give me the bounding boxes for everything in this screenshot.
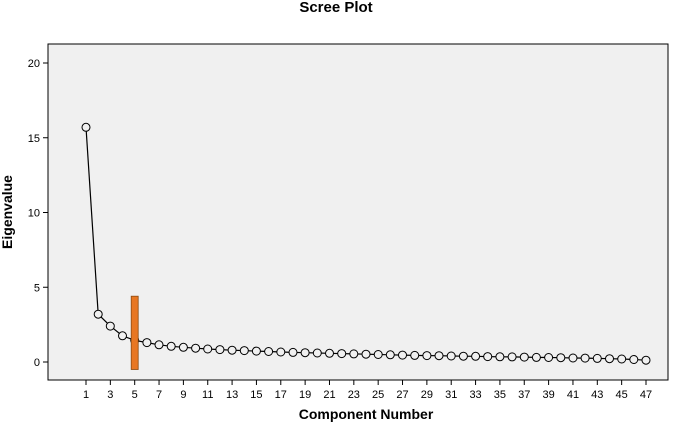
data-point-marker	[81, 122, 91, 132]
data-point-marker	[203, 344, 213, 354]
data-point-marker	[276, 347, 286, 357]
data-point-marker	[166, 341, 176, 351]
data-point-marker	[446, 351, 456, 361]
y-tick-label: 15	[28, 133, 40, 145]
x-tick-label: 19	[299, 389, 311, 401]
chart-title: Scree Plot	[299, 0, 372, 16]
data-point-marker	[93, 309, 103, 319]
x-tick-label: 27	[396, 389, 408, 401]
y-axis-label: Eigenvalue	[0, 175, 15, 249]
data-point-marker	[300, 348, 310, 358]
y-axis-ticks: 0 5 10 15 20	[28, 58, 48, 369]
data-point-marker	[239, 346, 249, 356]
data-point-marker	[605, 354, 614, 364]
data-point-marker	[118, 331, 127, 341]
data-point-marker	[349, 349, 359, 359]
data-point-marker	[422, 351, 432, 361]
data-point-marker	[154, 340, 164, 350]
data-point-marker	[288, 347, 298, 357]
x-axis-ticks: 1 3 5 7 9 11 13 15 17 19 21 23 25 27 29 31 33 35 37 39 41 43 4…	[83, 380, 652, 401]
x-tick-label: 1	[83, 389, 89, 401]
x-tick-label: 13	[226, 389, 238, 401]
x-tick-label: 41	[567, 389, 579, 401]
component-5-highlight-bar	[130, 295, 139, 370]
y-tick-label: 20	[28, 58, 40, 70]
x-tick-label: 7	[156, 389, 162, 401]
data-point-marker	[105, 321, 115, 331]
x-tick-label: 31	[445, 389, 457, 401]
x-tick-label: 17	[275, 389, 287, 401]
data-point-marker	[556, 353, 566, 363]
data-point-marker	[471, 351, 481, 361]
data-point-marker	[495, 352, 505, 362]
data-point-marker	[325, 348, 334, 358]
data-point-marker	[580, 353, 590, 363]
x-tick-label: 33	[469, 389, 481, 401]
x-tick-label: 29	[421, 389, 433, 401]
data-point-marker	[227, 345, 237, 355]
data-point-marker	[178, 342, 188, 352]
data-point-marker	[629, 355, 639, 364]
x-tick-label: 9	[180, 389, 186, 401]
data-point-marker	[312, 348, 322, 358]
plot-area	[47, 43, 669, 381]
x-tick-label: 15	[250, 389, 262, 401]
data-point-marker	[641, 355, 651, 365]
data-point-marker	[398, 350, 407, 360]
data-point-marker	[592, 353, 602, 363]
data-point-marker	[251, 346, 261, 356]
x-tick-label: 39	[542, 389, 554, 401]
data-point-marker	[337, 349, 347, 359]
data-point-marker	[142, 338, 152, 348]
data-point-marker	[191, 343, 201, 353]
data-point-marker	[531, 352, 541, 362]
data-point-marker	[373, 350, 383, 359]
data-point-marker	[361, 349, 371, 359]
data-point-marker	[434, 351, 444, 361]
x-tick-label: 47	[640, 389, 652, 401]
x-tick-label: 43	[591, 389, 603, 401]
data-point-marker	[519, 352, 529, 362]
x-axis-label: Component Number	[299, 406, 434, 422]
x-tick-label: 45	[616, 389, 628, 401]
data-point-marker	[458, 351, 468, 361]
x-tick-label: 3	[107, 389, 113, 401]
x-tick-label: 23	[348, 389, 360, 401]
data-point-marker	[410, 350, 420, 360]
data-point-marker	[568, 353, 578, 363]
x-tick-label: 25	[372, 389, 384, 401]
x-tick-label: 35	[494, 389, 506, 401]
series-eigenvalues	[81, 122, 651, 365]
x-tick-label: 11	[202, 389, 213, 401]
x-tick-label: 37	[518, 389, 530, 401]
data-point-marker	[264, 347, 274, 356]
data-point-marker	[483, 352, 493, 362]
y-tick-label: 0	[34, 357, 40, 369]
x-tick-label: 21	[323, 389, 335, 401]
data-point-marker	[617, 354, 627, 364]
y-tick-label: 5	[34, 282, 40, 294]
x-tick-label: 5	[132, 389, 138, 401]
data-point-marker	[215, 345, 225, 355]
data-point-marker	[544, 353, 554, 362]
data-point-marker	[507, 352, 517, 362]
data-point-marker	[385, 350, 395, 360]
y-tick-label: 10	[28, 208, 40, 220]
